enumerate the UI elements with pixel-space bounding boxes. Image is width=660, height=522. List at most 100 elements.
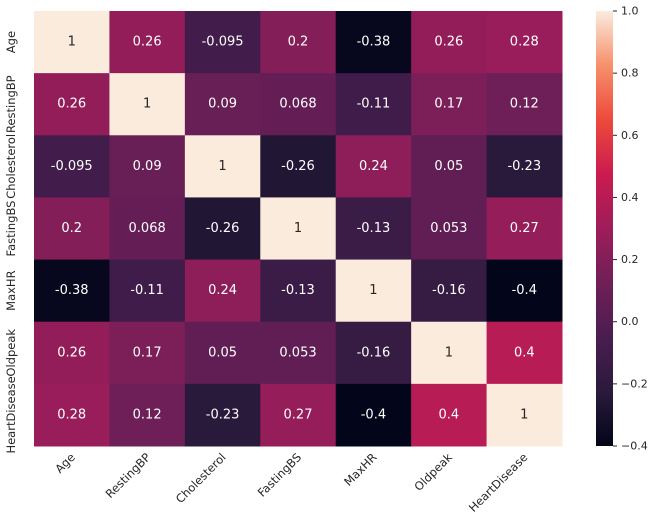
colorbar-tick-label: −0.2 xyxy=(621,377,648,390)
cell-value-label: 0.053 xyxy=(279,345,316,360)
colorbar-tick-label: 0.6 xyxy=(621,129,639,142)
heatmap-cell xyxy=(184,73,261,136)
x-tick-label: Oldpeak xyxy=(411,450,455,494)
cell-value-label: 0.12 xyxy=(510,97,539,112)
heatmap-cell xyxy=(34,135,110,198)
heatmap-cell xyxy=(486,135,563,198)
cell-value-label: 0.12 xyxy=(133,407,162,422)
colorbar-tick-label: −0.4 xyxy=(621,440,648,453)
x-tick-labels: Age RestingBP Cholesterol FastingBS MaxHR Old… xyxy=(52,450,530,515)
cell-value-label: 0.09 xyxy=(208,97,237,112)
cell-value-label: -0.11 xyxy=(130,283,164,298)
cell-value-label: 0.27 xyxy=(284,407,313,422)
heatmap-cell xyxy=(486,11,563,74)
heatmap-cell xyxy=(335,135,412,198)
cell-value-label: 0.2 xyxy=(61,221,82,236)
heatmap-cell xyxy=(184,197,261,261)
cell-value-label: 1 xyxy=(445,345,453,360)
heatmap-cell xyxy=(184,135,261,198)
cell-value-label: 0.24 xyxy=(208,283,237,298)
cell-value-label: 0.26 xyxy=(57,97,86,112)
cell-value-label: -0.38 xyxy=(357,35,391,50)
heatmap-cell xyxy=(260,11,337,74)
colorbar-tick-label: 0.8 xyxy=(621,67,639,80)
heatmap-cell xyxy=(486,259,563,323)
cell-value-label: 0.09 xyxy=(133,159,162,174)
x-tick-label: MaxHR xyxy=(341,450,379,488)
cell-value-label: -0.38 xyxy=(55,283,89,298)
cell-value-label: -0.23 xyxy=(507,159,541,174)
y-tick-label: MaxHR xyxy=(4,270,18,310)
heatmap-cell xyxy=(335,11,412,74)
heatmap-cell xyxy=(260,259,337,323)
colorbar-tick-label: 0.0 xyxy=(621,315,639,328)
heatmap-cell xyxy=(109,135,186,198)
heatmap-cell xyxy=(411,135,488,198)
cell-value-label: -0.16 xyxy=(357,345,391,360)
cell-value-label: -0.23 xyxy=(206,407,240,422)
cell-value-label: 0.24 xyxy=(359,159,388,174)
x-tick-label: Age xyxy=(52,450,78,476)
heatmap-cell xyxy=(335,383,412,447)
heatmap-cell xyxy=(335,259,412,323)
heatmap-cell xyxy=(184,383,261,447)
heatmap-annotations: 1 0.26 -0.095 0.2 -0.38 0.26 0.28 0.26 1 0.09 0.06… xyxy=(51,35,541,423)
cell-value-label: 1 xyxy=(369,283,377,298)
y-tick-label: Age xyxy=(4,31,18,53)
cell-value-label: 0.05 xyxy=(434,159,463,174)
colorbar-tick-label: 1.0 xyxy=(621,5,639,18)
heatmap-cell xyxy=(34,197,110,261)
x-tick-label: Cholesterol xyxy=(173,450,229,506)
colorbar-tick-label: 0.2 xyxy=(621,253,639,266)
cell-value-label: 0.17 xyxy=(434,97,463,112)
heatmap-cell xyxy=(486,383,563,447)
heatmap-cell xyxy=(109,259,186,323)
cell-value-label: 1 xyxy=(520,407,528,422)
cell-value-label: 0.26 xyxy=(133,35,162,50)
heatmap-cell xyxy=(411,197,488,261)
heatmap-cell xyxy=(109,11,186,74)
x-tick-label: RestingBP xyxy=(103,450,154,501)
colorbar-tick-label: 0.4 xyxy=(621,191,639,204)
y-tick-label: Cholesterol xyxy=(4,134,18,199)
heatmap-cell xyxy=(411,321,488,385)
heatmap-cell xyxy=(109,197,186,261)
x-tick-label: HeartDisease xyxy=(466,450,531,515)
heatmap-cell xyxy=(34,321,110,385)
cell-value-label: 0.068 xyxy=(279,97,316,112)
heatmap-cell xyxy=(34,259,110,323)
cell-value-label: 0.2 xyxy=(288,35,309,50)
heatmap-cell xyxy=(184,259,261,323)
cell-value-label: -0.13 xyxy=(281,283,315,298)
heatmap-cell xyxy=(411,11,488,74)
colorbar: 1.0 0.8 0.6 0.4 0.2 0.0 −0.2 −0.4 xyxy=(596,5,648,453)
heatmap-cell xyxy=(335,321,412,385)
cell-value-label: -0.4 xyxy=(512,283,537,298)
heatmap-cell xyxy=(34,383,110,447)
cell-value-label: 0.26 xyxy=(434,35,463,50)
cell-value-label: -0.095 xyxy=(51,159,93,174)
heatmap-cell xyxy=(260,197,337,261)
heatmap-cell xyxy=(486,197,563,261)
heatmap-cell xyxy=(411,73,488,136)
cell-value-label: -0.26 xyxy=(281,159,315,174)
cell-value-label: 1 xyxy=(68,35,76,50)
y-tick-label: Oldpeak xyxy=(4,329,18,377)
cell-value-label: -0.16 xyxy=(432,283,466,298)
heatmap-cell xyxy=(109,383,186,447)
heatmap-cell xyxy=(260,135,337,198)
heatmap-cell xyxy=(184,321,261,385)
colorbar-gradient xyxy=(596,11,613,446)
y-tick-label: FastingBS xyxy=(4,201,18,257)
cell-value-label: 0.4 xyxy=(514,345,535,360)
cell-value-label: -0.4 xyxy=(361,407,386,422)
cell-value-label: 0.068 xyxy=(129,221,166,236)
heatmap-cell xyxy=(260,73,337,136)
heatmap-cell xyxy=(34,11,110,74)
cell-value-label: 0.27 xyxy=(510,221,539,236)
heatmap-cell xyxy=(486,321,563,385)
cell-value-label: 0.053 xyxy=(430,221,467,236)
cell-value-label: 0.4 xyxy=(439,407,460,422)
